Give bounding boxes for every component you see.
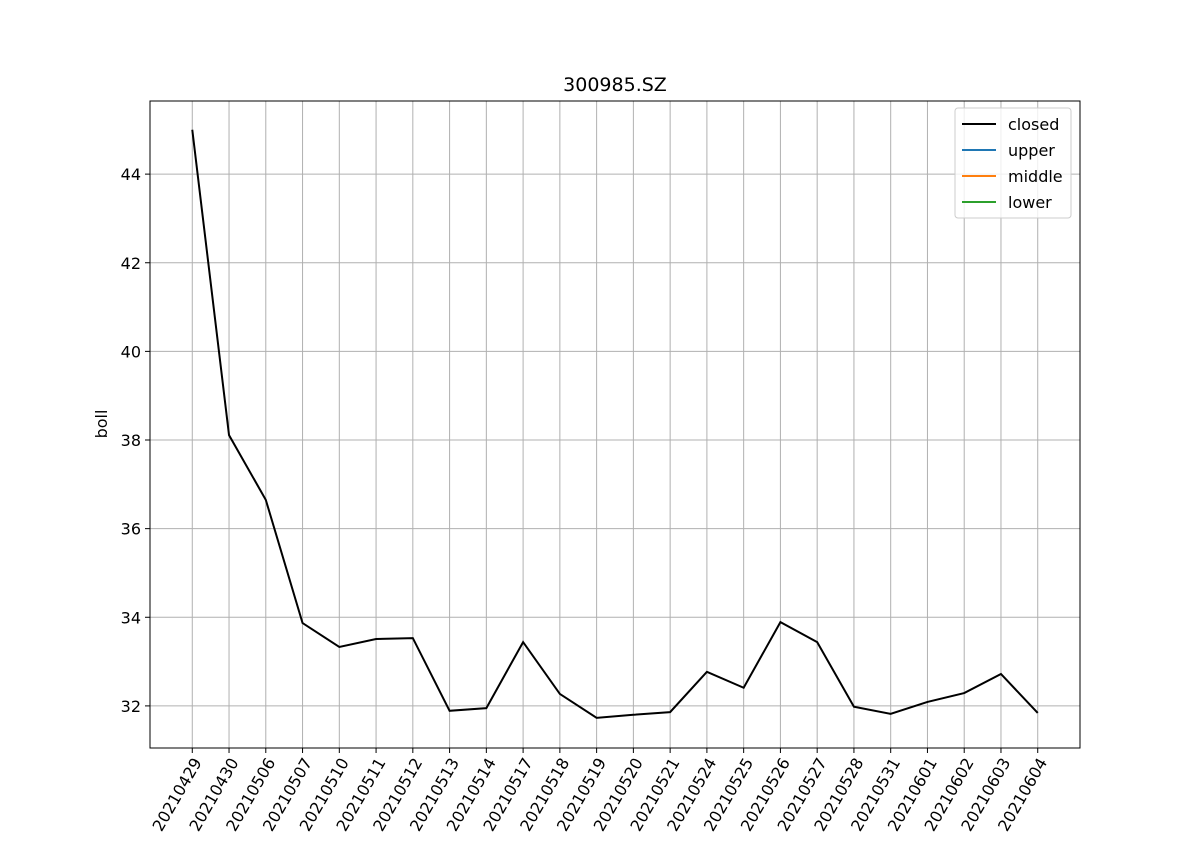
y-tick-label: 42 [121,254,141,273]
chart-title: 300985.SZ [563,74,667,96]
series-line [191,129,1039,719]
legend-label: closed [1008,115,1059,134]
y-tick-label: 32 [121,697,141,716]
y-tick-label: 34 [121,608,141,627]
y-axis-label: boll [92,410,111,439]
y-tick-label: 40 [121,342,141,361]
legend-box [954,107,1072,219]
plot-frame [149,100,1081,749]
legend-label: middle [1008,167,1063,186]
legend-label: upper [1008,141,1055,160]
legend-label: lower [1008,193,1052,212]
y-tick-label: 36 [121,520,141,539]
y-tick-label: 44 [121,165,141,184]
y-tick-label: 38 [121,431,141,450]
